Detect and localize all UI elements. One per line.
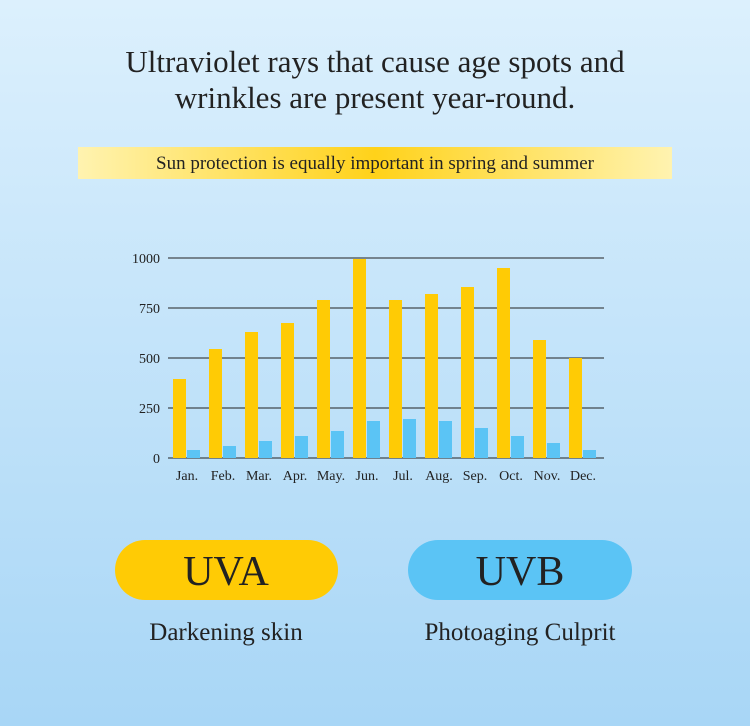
- bar: [475, 428, 488, 458]
- x-tick-label: Jan.: [176, 469, 198, 484]
- bar: [425, 294, 438, 458]
- y-tick-label: 500: [139, 352, 160, 367]
- y-tick-label: 250: [139, 402, 160, 417]
- chart-title: Ultraviolet rays that cause age spots an…: [125, 44, 625, 115]
- bar: [331, 431, 344, 458]
- legend-description: Photoaging Culprit: [425, 619, 616, 646]
- x-tick-label: Aug.: [425, 469, 453, 484]
- chart-subtitle: Sun protection is equally important in s…: [156, 153, 595, 174]
- bar: [403, 419, 416, 458]
- legend-swatch: [115, 540, 338, 600]
- bar: [245, 332, 258, 458]
- bar: [259, 441, 272, 458]
- x-tick-label: Jun.: [356, 469, 379, 484]
- bar: [547, 443, 560, 458]
- bar: [497, 268, 510, 458]
- legend-label: UVB: [476, 549, 565, 595]
- bar: [281, 323, 294, 458]
- x-tick-label: Nov.: [534, 469, 561, 484]
- x-tick-label: May.: [317, 469, 345, 484]
- y-tick-label: 0: [153, 452, 160, 467]
- x-tick-label: Dec.: [570, 469, 596, 484]
- x-tick-label: Apr.: [283, 469, 308, 484]
- bar: [533, 340, 546, 458]
- y-tick-label: 750: [139, 302, 160, 317]
- x-tick-label: Feb.: [211, 469, 236, 484]
- bar: [223, 446, 236, 458]
- y-tick-label: 1000: [132, 252, 160, 267]
- x-tick-label: Sep.: [463, 469, 488, 484]
- bar: [367, 421, 380, 458]
- bar: [439, 421, 452, 458]
- subtitle-band: [78, 147, 672, 179]
- x-tick-label: Jul.: [393, 469, 413, 484]
- x-tick-label: Mar.: [246, 469, 272, 484]
- bar: [583, 450, 596, 458]
- bar: [173, 379, 186, 458]
- bar: [209, 349, 222, 458]
- bar: [187, 450, 200, 458]
- bar: [353, 259, 366, 458]
- bar: [295, 436, 308, 458]
- bar: [317, 300, 330, 458]
- legend-swatch: [408, 540, 632, 600]
- x-tick-label: Oct.: [499, 469, 523, 484]
- legend-label: UVA: [183, 549, 269, 595]
- bar: [569, 358, 582, 458]
- legend-description: Darkening skin: [149, 619, 303, 646]
- bar: [461, 287, 474, 458]
- bar: [511, 436, 524, 458]
- bar: [389, 300, 402, 458]
